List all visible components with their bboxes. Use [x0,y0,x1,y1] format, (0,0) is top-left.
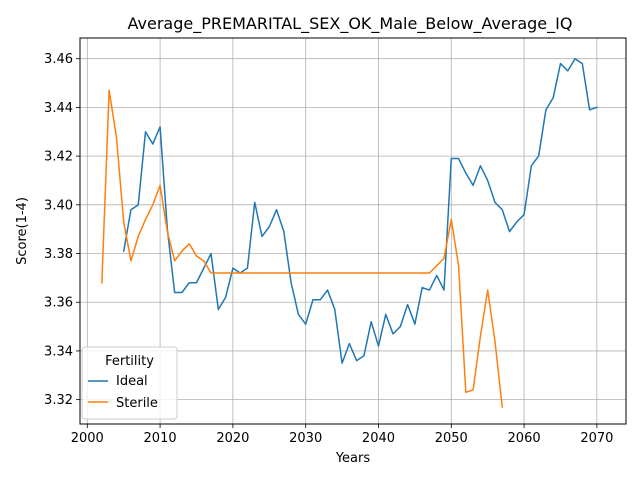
x-tick-label: 2070 [580,431,613,446]
legend-title: Fertility [105,354,154,369]
y-tick-label: 3.32 [44,393,73,408]
x-axis: 2000 2010 2020 2030 2040 2050 2060 2070 [71,424,613,446]
y-tick-label: 3.36 [44,296,73,311]
x-tick-label: 2010 [144,431,177,446]
plot-frame [79,37,627,425]
series-layer [101,57,598,408]
y-axis-label: Score(1-4) [15,197,30,265]
x-tick-label: 2030 [289,431,322,446]
x-tick-label: 2040 [362,431,395,446]
y-tick-label: 3.46 [44,52,73,67]
legend: Fertility Ideal Sterile [81,346,178,420]
x-tick-label: 2060 [508,431,541,446]
chart-title: Average_PREMARITAL_SEX_OK_Male_Below_Ave… [128,14,573,34]
x-tick-label: 2000 [71,431,104,446]
series-line-sterile [101,89,504,408]
y-tick-label: 3.38 [44,247,73,262]
series-line-ideal [122,57,598,364]
x-tick-label: 2020 [216,431,249,446]
y-tick-label: 3.42 [44,150,73,165]
legend-label-ideal: Ideal [116,374,148,389]
legend-label-sterile: Sterile [116,396,158,411]
x-tick-label: 2050 [435,431,468,446]
y-tick-label: 3.40 [44,198,73,213]
x-axis-label: Years [335,451,371,466]
y-tick-label: 3.34 [44,344,73,359]
legend-box [81,346,178,420]
y-axis: 3.32 3.34 3.36 3.38 3.40 3.42 3.44 3.46 [44,52,80,408]
y-tick-label: 3.44 [44,101,73,116]
